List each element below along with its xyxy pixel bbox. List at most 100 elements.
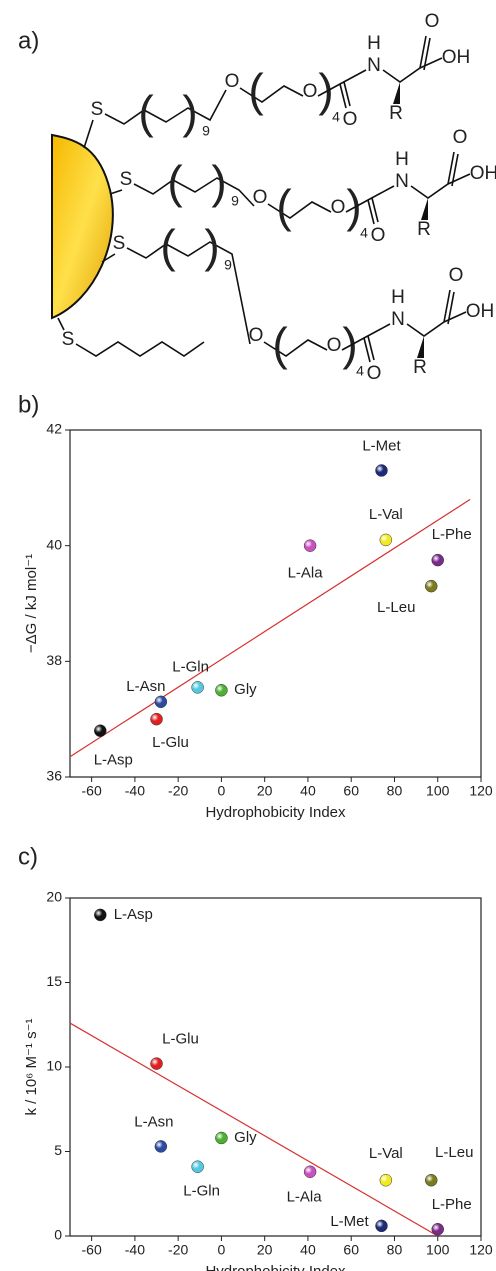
parenthesis: ( bbox=[272, 318, 288, 370]
data-point bbox=[424, 579, 438, 593]
wedge-bond bbox=[417, 336, 424, 358]
parenthesis: ) bbox=[182, 86, 197, 138]
bond bbox=[371, 197, 379, 223]
subscript: 4 bbox=[360, 225, 368, 241]
point-label: L-Glu bbox=[162, 1031, 199, 1048]
x-tick-label: -60 bbox=[82, 783, 102, 799]
subscript: 9 bbox=[224, 257, 232, 273]
point-label: L-Val bbox=[369, 506, 403, 523]
bond bbox=[75, 341, 205, 357]
bond bbox=[447, 151, 455, 185]
bond bbox=[57, 317, 65, 331]
atom-label: O bbox=[425, 11, 440, 32]
atom-label: H bbox=[367, 33, 381, 54]
y-tick-label: 5 bbox=[54, 1142, 62, 1158]
y-axis-title: −ΔG / kJ mol⁻¹ bbox=[23, 554, 40, 653]
atom-label: N bbox=[391, 309, 405, 330]
data-point bbox=[379, 533, 393, 547]
bond bbox=[239, 85, 304, 103]
parenthesis: ) bbox=[318, 64, 333, 116]
x-tick-label: 120 bbox=[469, 1242, 493, 1258]
parenthesis: ( bbox=[276, 180, 292, 232]
fit-line bbox=[69, 498, 471, 758]
data-point bbox=[424, 1173, 438, 1187]
x-axis-title: Hydrophobicity Index bbox=[205, 1263, 346, 1271]
atom-label: O bbox=[453, 127, 468, 148]
point-label: L-Met bbox=[330, 1213, 369, 1230]
point-label: L-Leu bbox=[377, 599, 415, 616]
x-tick-label: 20 bbox=[257, 1242, 273, 1258]
bond bbox=[451, 153, 459, 187]
charts: b)-60 -40 -20 0 20 40 60 80 100 12036384042Hydrop… bbox=[18, 391, 493, 1271]
atom-label: R bbox=[417, 219, 431, 240]
point-label: L-Asp bbox=[94, 752, 133, 769]
atom-label: R bbox=[389, 103, 403, 124]
x-tick-label: -60 bbox=[82, 1242, 102, 1258]
atom-label: H bbox=[391, 287, 405, 308]
parenthesis: ( bbox=[167, 156, 183, 208]
atom-label: O bbox=[225, 71, 240, 92]
atom-label: S bbox=[62, 329, 75, 350]
x-tick-label: 60 bbox=[343, 783, 359, 799]
parenthesis: ) bbox=[204, 220, 219, 272]
bond bbox=[126, 241, 251, 345]
wedge-bond bbox=[421, 198, 428, 220]
panel-label: b) bbox=[18, 391, 39, 418]
point-label: L-Val bbox=[369, 1145, 403, 1162]
point-label: L-Gln bbox=[172, 658, 209, 675]
bond bbox=[363, 337, 371, 363]
bond bbox=[267, 201, 332, 219]
x-tick-label: -40 bbox=[125, 1242, 145, 1258]
data-point bbox=[303, 539, 317, 552]
y-tick-label: 20 bbox=[46, 889, 62, 905]
atom-label: S bbox=[113, 233, 126, 254]
panel-label: a) bbox=[18, 27, 39, 54]
x-tick-label: 100 bbox=[426, 783, 450, 799]
point-label: L-Asp bbox=[114, 906, 153, 923]
x-tick-label: 40 bbox=[300, 783, 316, 799]
point-label: L-Met bbox=[362, 437, 401, 454]
x-tick-label: 80 bbox=[387, 783, 403, 799]
x-tick-label: 0 bbox=[218, 1242, 226, 1258]
parenthesis: ) bbox=[346, 180, 361, 232]
atom-label: O bbox=[253, 187, 268, 208]
data-point bbox=[375, 464, 388, 477]
y-tick-label: 0 bbox=[54, 1227, 62, 1243]
atom-label: O bbox=[343, 109, 358, 130]
atom-label: O bbox=[449, 265, 464, 286]
point-label: L-Phe bbox=[432, 526, 472, 543]
point-label: L-Gln bbox=[183, 1183, 220, 1200]
x-tick-label: 20 bbox=[257, 783, 273, 799]
y-tick-label: 38 bbox=[46, 652, 62, 668]
bond bbox=[343, 81, 351, 107]
data-point bbox=[94, 724, 107, 737]
data-point bbox=[94, 908, 107, 922]
x-tick-label: 120 bbox=[469, 783, 493, 799]
atom-label: N bbox=[395, 171, 409, 192]
data-point bbox=[431, 553, 444, 567]
atom-label: R bbox=[413, 357, 427, 378]
point-label: L-Ala bbox=[288, 565, 324, 582]
point-label: L-Phe bbox=[432, 1196, 472, 1213]
plot-frame bbox=[69, 897, 482, 1237]
data-point bbox=[150, 1057, 163, 1070]
point-label: L-Glu bbox=[152, 734, 189, 751]
bond bbox=[263, 339, 328, 357]
y-tick-label: 36 bbox=[46, 768, 62, 784]
x-tick-label: 100 bbox=[426, 1242, 450, 1258]
data-point bbox=[431, 1222, 444, 1236]
y-tick-label: 42 bbox=[46, 421, 62, 437]
atom-label: OH bbox=[442, 47, 471, 68]
x-tick-label: 60 bbox=[343, 1242, 359, 1258]
parenthesis: ) bbox=[342, 318, 357, 370]
atom-label: S bbox=[91, 99, 104, 120]
point-label: L-Asn bbox=[126, 678, 165, 695]
data-point bbox=[379, 1173, 393, 1187]
bond bbox=[406, 311, 467, 337]
data-point bbox=[154, 695, 168, 709]
atom-label: H bbox=[395, 149, 409, 170]
data-point bbox=[191, 681, 204, 694]
atom-label: O bbox=[331, 197, 346, 218]
data-point bbox=[154, 1140, 168, 1153]
